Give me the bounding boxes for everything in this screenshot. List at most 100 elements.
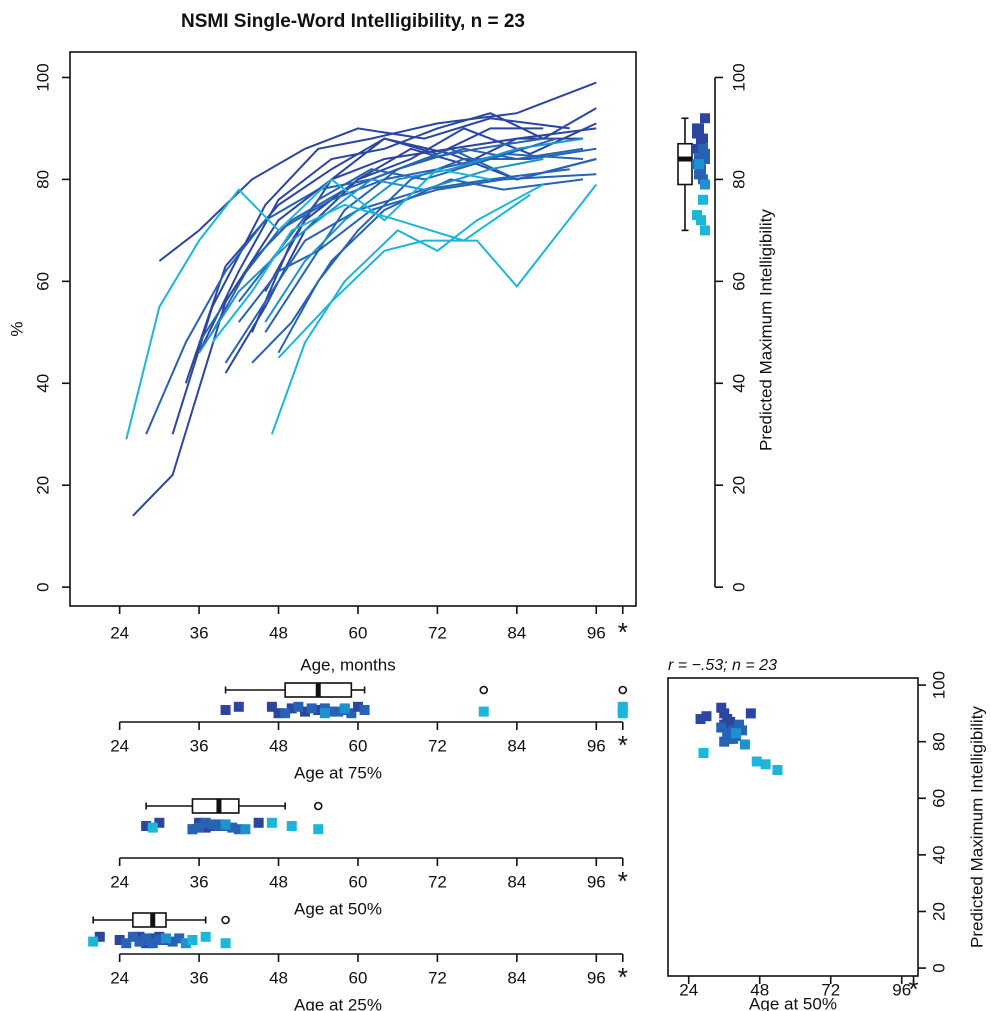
point <box>180 938 191 949</box>
series-line <box>125 168 491 440</box>
series-line <box>158 117 570 262</box>
x-tick-label: 72 <box>428 872 447 891</box>
point <box>300 706 311 717</box>
plot-frame <box>667 677 919 977</box>
x-tick-label: 84 <box>507 736 526 755</box>
point <box>253 817 264 828</box>
point <box>233 701 244 712</box>
y-axis-label: Predicted Maximum Intelligibility <box>967 706 986 948</box>
x-tick-label: 72 <box>428 736 447 755</box>
point <box>220 938 231 949</box>
point <box>725 716 736 727</box>
y-tick-label: 60 <box>929 789 948 808</box>
point <box>273 708 284 719</box>
x-tick-label: * <box>618 730 628 760</box>
point <box>88 936 99 947</box>
point <box>134 936 145 947</box>
x-axis-label: Age at 50% <box>749 994 837 1011</box>
point <box>760 759 771 770</box>
point <box>695 714 706 725</box>
y-tick-label: 100 <box>33 63 52 91</box>
point <box>266 701 277 712</box>
point <box>167 936 178 947</box>
y-axis-label: % <box>7 321 26 336</box>
point <box>692 143 702 154</box>
point <box>147 938 158 949</box>
point <box>696 215 706 226</box>
x-tick-label: 36 <box>190 623 209 642</box>
point <box>154 935 165 945</box>
x-tick-label: 96 <box>587 872 606 891</box>
point <box>293 701 304 712</box>
y-tick-label: 40 <box>729 374 748 393</box>
x-tick-label: 48 <box>269 736 288 755</box>
point <box>700 113 710 124</box>
x-tick-label: 60 <box>349 623 368 642</box>
x-tick-label: 84 <box>507 872 526 891</box>
point <box>698 747 709 758</box>
point <box>696 169 706 180</box>
point <box>154 817 165 828</box>
point <box>220 819 231 830</box>
point <box>194 822 205 833</box>
point <box>716 722 727 733</box>
x-tick-label: 48 <box>269 872 288 891</box>
point <box>700 225 710 236</box>
x-tick-label: 36 <box>190 736 209 755</box>
box <box>191 798 240 814</box>
point <box>352 701 363 712</box>
point <box>200 817 211 828</box>
y-tick-label: 100 <box>729 63 748 91</box>
point <box>280 708 291 719</box>
y-tick-label: 40 <box>33 374 52 393</box>
y-tick-label: 0 <box>929 963 948 972</box>
point <box>187 824 198 835</box>
point <box>617 708 628 719</box>
box <box>132 912 167 928</box>
box <box>677 142 693 186</box>
point <box>286 821 297 831</box>
series-line <box>198 107 597 354</box>
y-tick-label: 60 <box>729 272 748 291</box>
point <box>286 703 297 714</box>
y-tick-label: 80 <box>33 170 52 189</box>
x-tick-label: 96 <box>587 623 606 642</box>
y-tick-label: 0 <box>33 582 52 591</box>
outlier <box>313 801 323 811</box>
x-axis-label: Age at 50% <box>294 899 382 918</box>
x-tick-label: 84 <box>507 623 526 642</box>
point <box>227 822 238 833</box>
point <box>700 148 710 159</box>
series-line <box>171 81 597 435</box>
point <box>213 821 224 831</box>
point <box>94 931 105 942</box>
x-tick-label: 48 <box>269 968 288 987</box>
point <box>187 935 198 945</box>
point <box>121 938 132 949</box>
point <box>736 725 747 736</box>
y-tick-label: 60 <box>33 272 52 291</box>
x-tick-label: 24 <box>110 872 129 891</box>
point <box>698 174 708 185</box>
x-tick-label: 24 <box>679 980 698 999</box>
x-tick-label: * <box>618 617 628 647</box>
x-tick-label: * <box>618 866 628 896</box>
point <box>127 931 138 942</box>
series-line <box>270 183 544 435</box>
x-tick-label: 72 <box>821 980 840 999</box>
point <box>698 133 708 144</box>
outlier <box>221 915 230 925</box>
x-axis-label: Age at 75% <box>294 763 382 782</box>
point <box>200 931 211 942</box>
point <box>220 705 231 715</box>
point <box>731 728 742 739</box>
chart-title: NSMI Single-Word Intelligibility, n = 23 <box>181 11 525 32</box>
point <box>160 933 171 944</box>
point <box>739 739 750 750</box>
x-tick-label: 48 <box>750 980 769 999</box>
x-tick-label: 60 <box>349 968 368 987</box>
point <box>319 708 330 719</box>
point <box>339 703 350 714</box>
point <box>722 728 733 739</box>
annotation: r = −.53; n = 23 <box>668 657 777 674</box>
